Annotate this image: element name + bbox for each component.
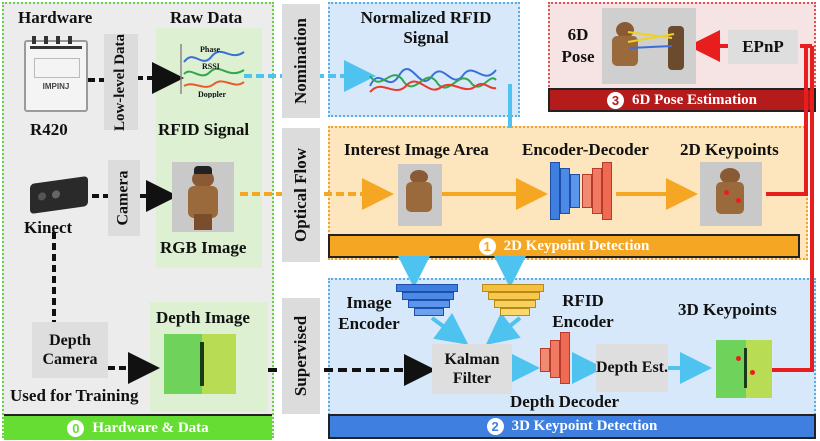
wave-label-doppler: Doppler: [198, 90, 226, 98]
kalman-filter-box: Kalman Filter: [432, 344, 512, 394]
depth-est-box: Depth Est.: [596, 344, 668, 392]
depth-image-label: Depth Image: [156, 308, 250, 327]
optical-flow-box: Optical Flow: [282, 128, 320, 262]
used-for-training-label: Used for Training: [10, 386, 139, 405]
supervised-label: Supervised: [291, 315, 311, 397]
banner-number-1: 1: [478, 237, 496, 255]
nomination-label: Nomination: [291, 18, 310, 104]
depth-decoder-label: Depth Decoder: [510, 392, 620, 411]
interest-image: [398, 164, 442, 226]
arrow-rfidenc-to-kalman: [485, 312, 522, 345]
keypoint2d-banner-title: 2D Keypoint Detection: [503, 237, 650, 254]
keypoint2d-banner: 1 2D Keypoint Detection: [328, 234, 800, 258]
keypoint3d-banner: 2 3D Keypoint Detection: [328, 414, 816, 439]
rfid-wave-plot: Phase RSSI Doppler: [180, 44, 245, 98]
signal-panel: [328, 2, 520, 117]
rfid-signal-label: RFID Signal: [158, 120, 250, 139]
reader-label: R420: [30, 120, 68, 139]
image-encoder-label: Image Encoder: [338, 293, 400, 334]
rgb-image: [172, 162, 234, 232]
raw-data-heading: Raw Data: [170, 8, 243, 27]
encoder-decoder-label: Encoder-Decoder: [522, 140, 649, 159]
keypoints-2d-label: 2D Keypoints: [680, 140, 779, 159]
camera-label: Camera: [115, 170, 132, 226]
supervised-box: Supervised: [282, 298, 320, 414]
keypoints-3d-label: 3D Keypoints: [678, 300, 777, 319]
wave-label-rssi: RSSI: [202, 62, 220, 71]
reader-brand: IMPINJ: [42, 82, 70, 91]
rgb-image-label: RGB Image: [160, 238, 247, 257]
rfid-reader-device: IMPINJ: [24, 36, 88, 112]
encoder-decoder-network: [548, 162, 618, 226]
low-level-data-box: Low-level Data: [104, 33, 138, 131]
banner-number-3: 3: [607, 91, 624, 109]
camera-box: Camera: [108, 160, 140, 236]
hardware-banner-title: Hardware & Data: [92, 419, 209, 436]
nomination-box: Nomination: [282, 4, 320, 118]
optical-flow-label: Optical Flow: [291, 148, 310, 242]
hardware-banner: 0 Hardware & Data: [4, 414, 272, 440]
depth-est-label: Depth Est.: [596, 359, 669, 377]
epnp-box: EPnP: [728, 30, 798, 64]
interest-image-label: Interest Image Area: [344, 140, 489, 159]
pose-label: 6D Pose: [561, 25, 595, 67]
arrow-imgenc-to-kalman: [430, 312, 469, 345]
depth-image: [164, 334, 236, 394]
kalman-filter-label: Kalman Filter: [444, 350, 500, 387]
banner-number-0: 0: [67, 419, 85, 437]
wave-label-phase: Phase: [200, 45, 220, 54]
keypoints-2d-image: [700, 162, 762, 226]
banner-number-2: 2: [486, 418, 504, 435]
kinect-label: Kinect: [24, 218, 73, 237]
depth-decoder-block: [540, 330, 580, 384]
depth-camera-label: Depth Camera: [42, 331, 98, 368]
rfid-encoder-block: [482, 284, 548, 324]
arrow-2dkp-to-epnp: [766, 46, 808, 196]
depth-camera-box: Depth Camera: [32, 322, 108, 378]
arrow-3dkp-to-epnp: [772, 46, 814, 372]
low-level-data-label: Low-level Data: [112, 33, 129, 131]
pose-banner: 3 6D Pose Estimation: [548, 88, 816, 112]
epnp-label: EPnP: [742, 36, 784, 56]
keypoint3d-banner-title: 3D Keypoint Detection: [511, 418, 658, 434]
image-encoder-block: [396, 284, 462, 324]
hardware-heading: Hardware: [18, 8, 93, 27]
signal-title: Normalized RFID Signal: [360, 8, 492, 48]
pose-banner-title: 6D Pose Estimation: [632, 91, 757, 108]
normalized-signal-plot: [369, 68, 497, 93]
rfid-encoder-label: RFID Encoder: [552, 291, 614, 332]
keypoints-3d-image: [716, 340, 772, 398]
pose-image: [602, 8, 696, 84]
